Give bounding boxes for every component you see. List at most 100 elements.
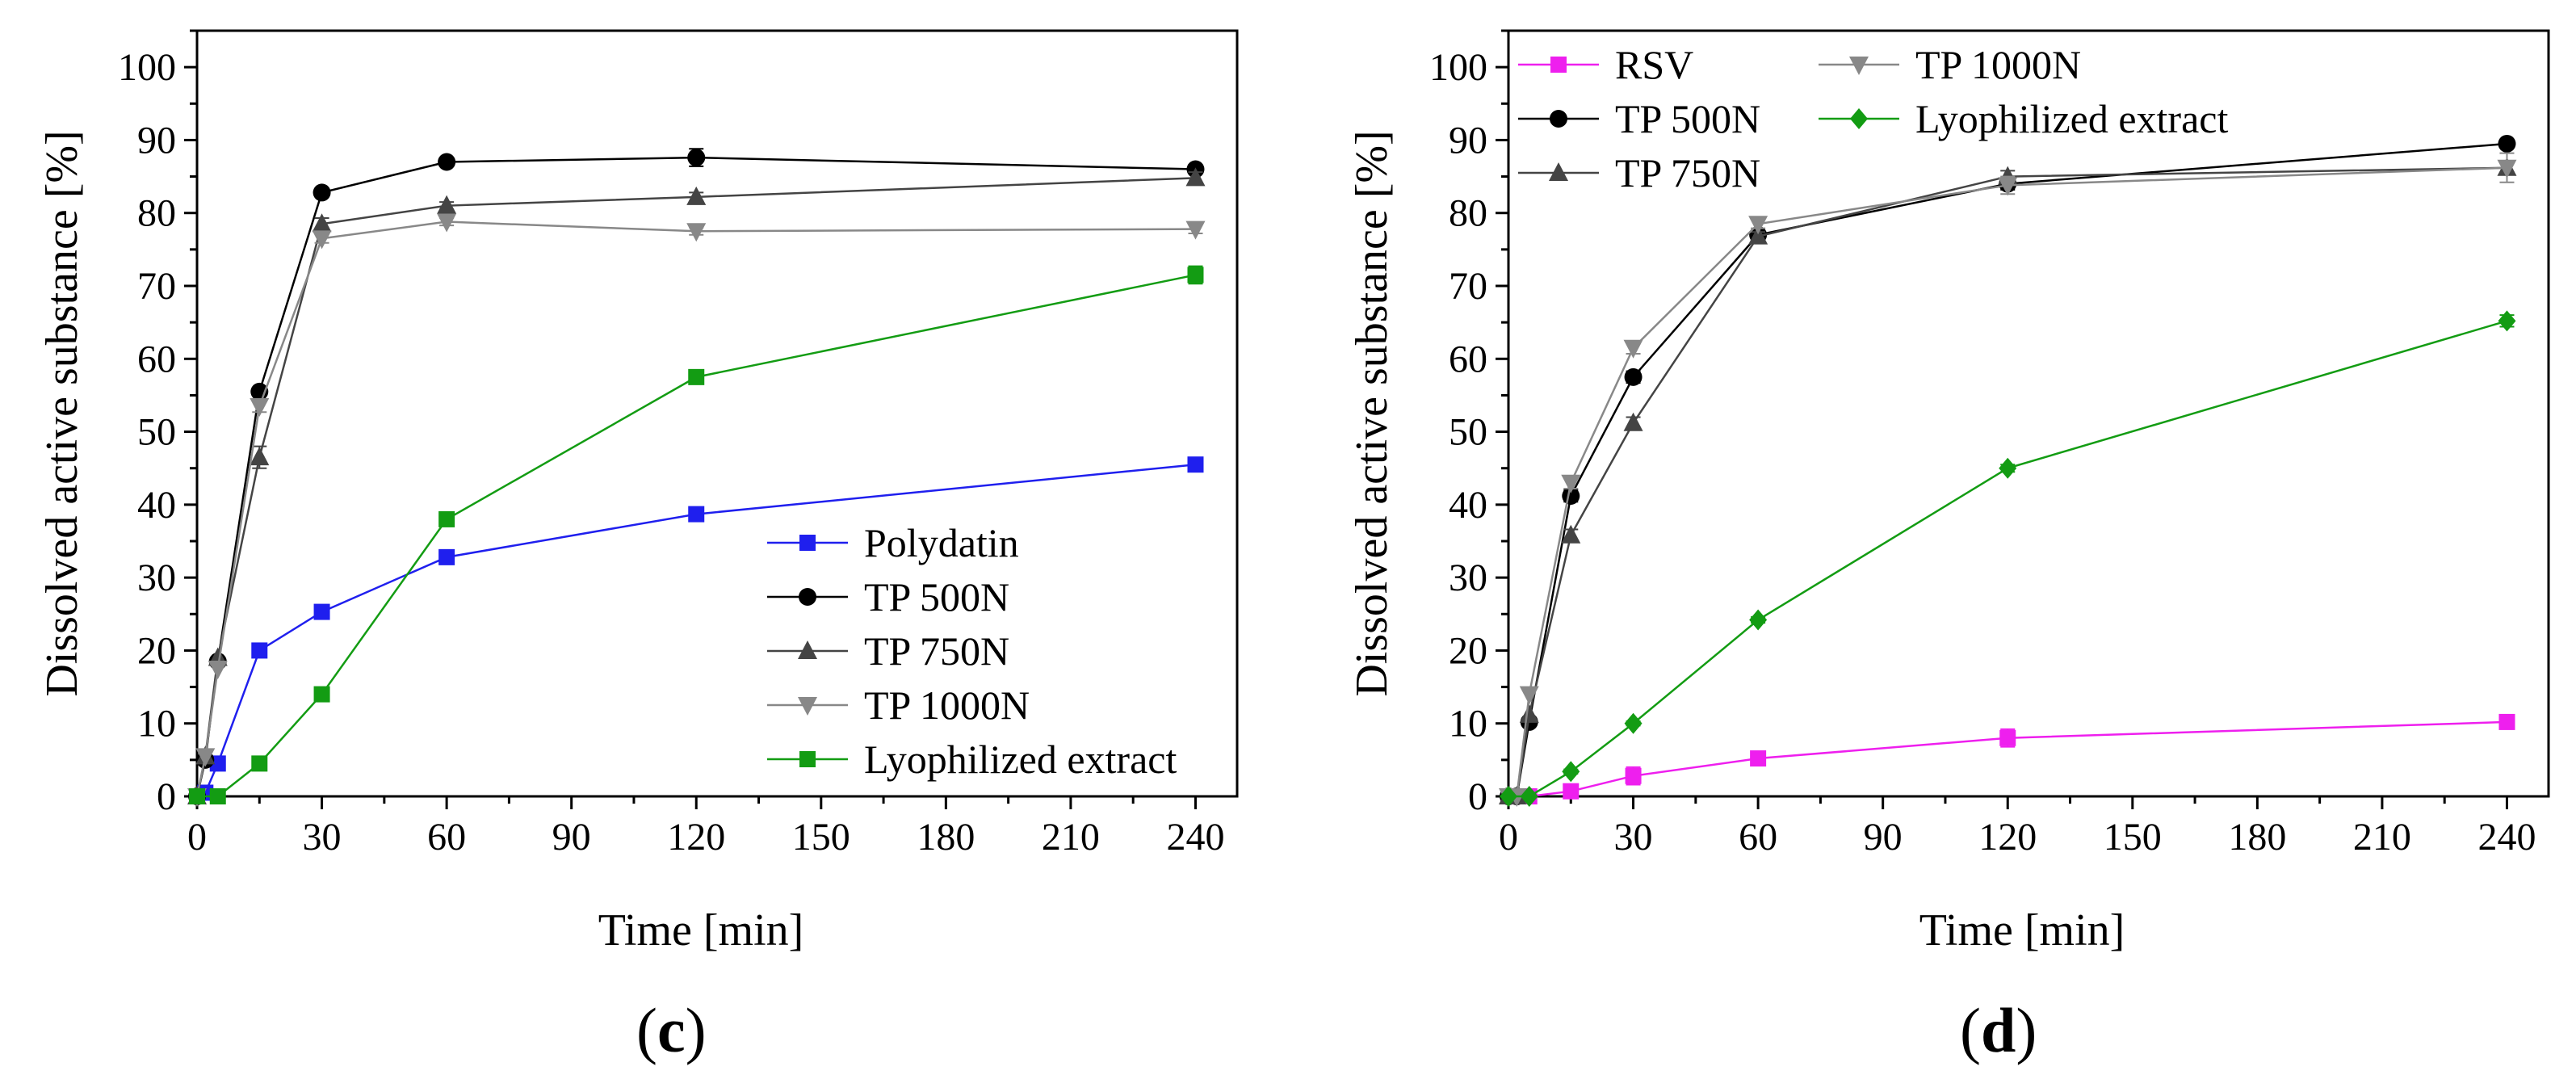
legend-label: TP 500N bbox=[1615, 96, 1760, 141]
data-point bbox=[1750, 750, 1767, 767]
data-point bbox=[1563, 783, 1580, 800]
x-tick-label: 30 bbox=[303, 816, 342, 859]
y-tick-label: 90 bbox=[1449, 119, 1487, 162]
data-point bbox=[1500, 786, 1517, 807]
series-lyophilized-extract bbox=[1500, 310, 2516, 807]
y-tick-label: 90 bbox=[137, 119, 176, 162]
legend-marker bbox=[1550, 110, 1567, 128]
data-point bbox=[437, 195, 457, 214]
data-point bbox=[686, 223, 707, 242]
y-tick-label: 80 bbox=[1449, 192, 1487, 235]
y-tick-label: 0 bbox=[157, 775, 176, 818]
data-point bbox=[1625, 767, 1642, 784]
data-point bbox=[1998, 177, 2018, 196]
y-tick-label: 60 bbox=[1449, 338, 1487, 380]
chart-panel-d: 0 30 60 90 120 150 180 210 240 0 10 20 30 40 50 60 70 80 9… bbox=[1347, 29, 2550, 1065]
legend-label: Lyophilized extract bbox=[1915, 96, 2228, 141]
data-point bbox=[1519, 686, 1539, 705]
x-axis-title: Time [min] bbox=[598, 905, 804, 955]
x-tick-label: 210 bbox=[1042, 816, 1100, 859]
series-line bbox=[195, 156, 1196, 797]
y-tick-label: 30 bbox=[137, 556, 176, 599]
series-line bbox=[197, 274, 1196, 798]
x-tick-label: 90 bbox=[1864, 816, 1903, 859]
panel-label-letter: c bbox=[657, 995, 686, 1065]
data-point bbox=[189, 788, 205, 804]
data-point bbox=[438, 510, 455, 527]
series-tp-1000n bbox=[187, 213, 1206, 807]
plot-frame bbox=[195, 29, 1239, 798]
legend-marker bbox=[799, 588, 816, 606]
x-tick-label: 60 bbox=[427, 816, 466, 859]
data-point bbox=[2498, 713, 2515, 730]
data-point bbox=[2497, 159, 2517, 178]
y-tick-label: 0 bbox=[1468, 775, 1487, 818]
legend-label: TP 500N bbox=[864, 574, 1009, 619]
legend-entry: TP 500N bbox=[767, 574, 1009, 619]
legend-label: Lyophilized extract bbox=[864, 737, 1177, 782]
panel-label: (d) bbox=[1960, 995, 2037, 1065]
legend-marker bbox=[799, 535, 816, 551]
legend: RSV TP 500N TP 750N TP 1000N Lyophilized ext… bbox=[1518, 42, 2228, 195]
x-tick-label: 0 bbox=[1499, 816, 1518, 859]
data-point bbox=[1561, 474, 1581, 493]
legend-entry: Polydatin bbox=[767, 520, 1019, 565]
x-tick-label: 120 bbox=[1978, 816, 2037, 859]
x-tick-label: 150 bbox=[792, 816, 850, 859]
x-tick-label: 240 bbox=[2477, 816, 2536, 859]
data-point bbox=[2498, 134, 2516, 153]
legend-marker bbox=[798, 640, 817, 659]
plot-frame bbox=[1507, 29, 2550, 798]
series-tp-500n bbox=[188, 148, 1205, 805]
x-tick-label: 240 bbox=[1166, 816, 1224, 859]
y-tick-label: 40 bbox=[1449, 484, 1487, 527]
panel-label-open: ( bbox=[1960, 995, 1981, 1065]
y-tick-label: 30 bbox=[1449, 556, 1487, 599]
data-point bbox=[1624, 712, 1643, 734]
x-tick-label: 210 bbox=[2353, 816, 2411, 859]
data-point bbox=[251, 642, 268, 659]
data-point bbox=[686, 186, 707, 205]
data-point bbox=[312, 230, 332, 250]
series-tp-750n bbox=[187, 167, 1206, 804]
panel-label-letter: d bbox=[1981, 995, 2016, 1065]
x-tick-label: 180 bbox=[917, 816, 975, 859]
data-point bbox=[1623, 339, 1643, 359]
chart-panel-c: 0 30 60 90 120 150 180 210 240 0 10 20 30 40 50 60 70 80 9… bbox=[37, 29, 1239, 1065]
legend-label: TP 1000N bbox=[864, 682, 1030, 728]
data-point bbox=[313, 183, 331, 202]
data-point bbox=[1185, 220, 1206, 240]
y-tick-label: 100 bbox=[1429, 46, 1487, 89]
data-point bbox=[1187, 267, 1204, 283]
legend-marker bbox=[1849, 57, 1869, 75]
legend-marker bbox=[1850, 108, 1868, 129]
legend-marker bbox=[1549, 162, 1568, 181]
y-tick-label: 10 bbox=[137, 703, 176, 745]
legend-label: TP 1000N bbox=[1915, 42, 2081, 87]
legend-entry: TP 500N bbox=[1518, 96, 1760, 141]
data-point bbox=[313, 603, 330, 620]
data-point bbox=[687, 149, 706, 167]
x-tick-label: 0 bbox=[187, 816, 207, 859]
data-point bbox=[1561, 524, 1581, 544]
legend-entry: TP 750N bbox=[1518, 150, 1760, 195]
legend-label: Polydatin bbox=[864, 520, 1019, 565]
data-point bbox=[1748, 225, 1768, 245]
data-point bbox=[688, 368, 705, 385]
y-tick-label: 50 bbox=[137, 411, 176, 454]
data-point bbox=[1999, 457, 2017, 479]
data-point bbox=[1624, 367, 1643, 386]
data-point bbox=[1623, 412, 1643, 431]
data-point bbox=[2498, 310, 2516, 332]
panel-label-open: ( bbox=[636, 995, 657, 1065]
series-line bbox=[1508, 166, 2507, 798]
legend-label: TP 750N bbox=[1615, 150, 1760, 195]
series-line bbox=[195, 177, 1196, 797]
legend-marker bbox=[1550, 57, 1567, 73]
series-line bbox=[1508, 320, 2507, 798]
data-point bbox=[1520, 786, 1538, 807]
data-point bbox=[1519, 703, 1539, 723]
y-tick-label: 80 bbox=[137, 192, 176, 235]
legend-label: RSV bbox=[1615, 42, 1693, 87]
